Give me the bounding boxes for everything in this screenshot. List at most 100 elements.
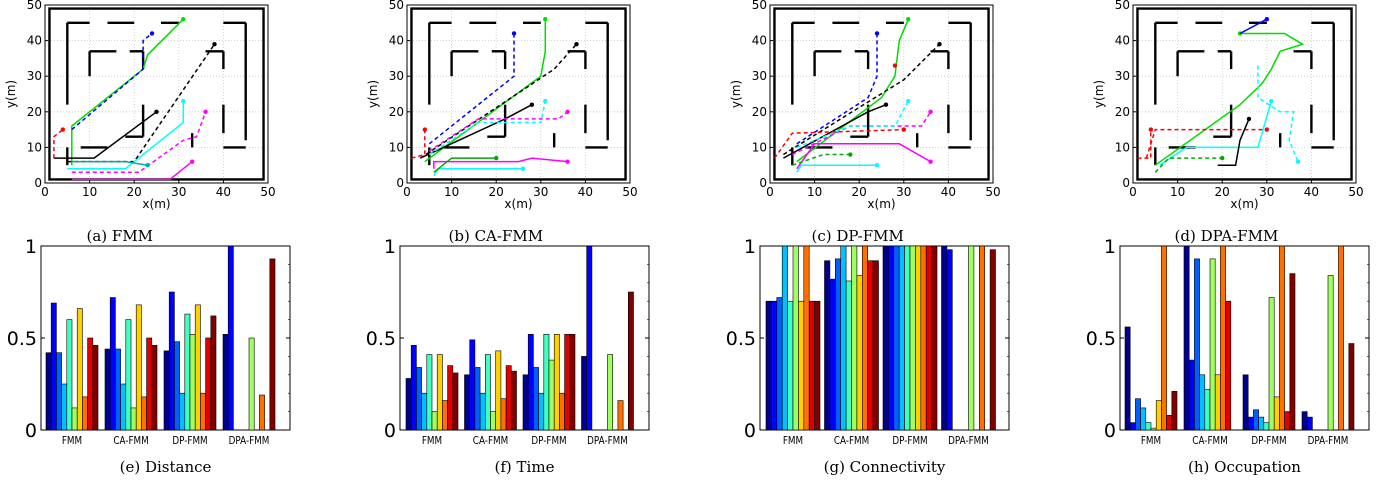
bar: [92, 345, 99, 431]
y-tick-label: 50: [27, 0, 42, 12]
x-axis-label: x(m): [504, 197, 532, 211]
room-boundary: [773, 7, 990, 181]
bar: [163, 350, 170, 431]
bar: [553, 334, 560, 431]
x-axis-label: x(m): [1230, 197, 1258, 211]
y-tick-label: 0: [744, 420, 756, 442]
bar: [915, 245, 922, 431]
caption: (f) Time: [495, 458, 555, 476]
category-label: DP-FMM: [1251, 435, 1286, 447]
bar: [834, 258, 841, 431]
goal-point: [848, 152, 853, 157]
bar: [146, 337, 153, 431]
x-tick-label: 0: [403, 185, 411, 199]
caption: (h) Occupation: [1188, 458, 1301, 476]
trajectory-8: [796, 143, 931, 170]
y-axis-label: y(m): [4, 80, 18, 108]
y-tick-label: 10: [752, 140, 767, 154]
bar: [989, 249, 996, 431]
bar: [82, 396, 88, 431]
trajectory-10: [433, 157, 497, 173]
goal-point: [189, 159, 195, 164]
caption: (c) DP-FMM: [812, 227, 904, 245]
x-tick-label: 30: [896, 185, 911, 199]
bar: [925, 245, 932, 431]
y-tick-label: 30: [752, 69, 767, 83]
x-tick-label: 40: [1304, 185, 1319, 199]
bar: [931, 245, 938, 431]
y-tick-label: 40: [389, 34, 404, 48]
y-tick-label: 30: [27, 69, 42, 83]
y-tick-label: 20: [389, 105, 404, 119]
map-plot-1: 0 10 20 30 40 50 0 10 20 30 40 50 x(m) y(m) (a) FMM: [4, 0, 276, 245]
bar: [421, 392, 428, 431]
bar: [872, 260, 879, 431]
y-tick-label: 0: [1104, 420, 1116, 442]
bar: [452, 372, 459, 431]
goal-point: [1220, 155, 1225, 161]
trajectory-8: [1137, 129, 1152, 159]
bar: [135, 304, 142, 431]
goal-point: [520, 166, 526, 171]
bar: [803, 245, 810, 431]
bar: [410, 345, 417, 431]
trajectory-1: [71, 18, 184, 166]
bar: [1306, 416, 1313, 431]
category-label: CA-FMM: [834, 435, 869, 447]
bar: [189, 334, 196, 431]
goal-point: [60, 127, 66, 132]
bar: [479, 392, 486, 431]
bar: [1327, 275, 1334, 431]
bar: [87, 337, 94, 431]
trajectory-3: [783, 43, 941, 156]
plot-frame: [769, 4, 994, 184]
goal-point: [149, 31, 155, 36]
y-tick-label: 0: [25, 420, 37, 442]
category-label: DP-FMM: [172, 435, 207, 447]
bar: [904, 245, 911, 431]
bar: [787, 300, 794, 431]
bar: [115, 348, 121, 431]
trajectory-6: [428, 100, 547, 156]
bar: [569, 334, 576, 431]
x-tick-label: 30: [1259, 185, 1274, 199]
y-tick-label: 50: [1115, 0, 1130, 12]
category-label: DPA-FMM: [587, 435, 628, 447]
y-tick-label: 0.5: [1086, 328, 1116, 350]
bar: [946, 249, 953, 431]
bar: [426, 354, 433, 431]
trajectory-4: [1145, 128, 1267, 159]
trajectory-7: [1154, 157, 1223, 173]
bar: [617, 400, 624, 431]
bar: [1140, 407, 1147, 431]
plot-frame: [44, 4, 269, 184]
bar: [829, 278, 836, 431]
bar: [1253, 409, 1259, 431]
bar: [533, 367, 539, 431]
trajectory-4: [783, 104, 887, 159]
room-boundary: [48, 7, 265, 181]
bar: [1188, 359, 1195, 431]
caption: (g) Connectivity: [824, 458, 946, 476]
bar: [581, 356, 587, 431]
y-tick-label: 0.5: [7, 328, 37, 350]
map-plot-2: 0 10 20 30 40 50 0 10 20 30 40 50 x(m) y(m) (b) CA-FMM: [366, 0, 638, 245]
bar: [222, 334, 229, 431]
bar: [484, 354, 491, 431]
trajectory-6: [796, 100, 909, 149]
caption: (b) CA-FMM: [449, 227, 544, 245]
bar: [200, 392, 206, 431]
trajectory-3: [419, 43, 578, 159]
bar: [1135, 398, 1141, 431]
category-label: FMM: [62, 435, 82, 447]
bar: [141, 396, 147, 431]
bar: [56, 352, 62, 431]
bar: [781, 245, 788, 431]
goal-point: [883, 102, 889, 107]
trajectory-7: [71, 161, 193, 181]
y-axis-label: y(m): [1092, 80, 1106, 108]
category-label: DP-FMM: [531, 435, 566, 447]
y-tick-label: 0: [384, 420, 396, 442]
category-label: DPA-FMM: [948, 435, 989, 447]
bar: [920, 245, 927, 431]
